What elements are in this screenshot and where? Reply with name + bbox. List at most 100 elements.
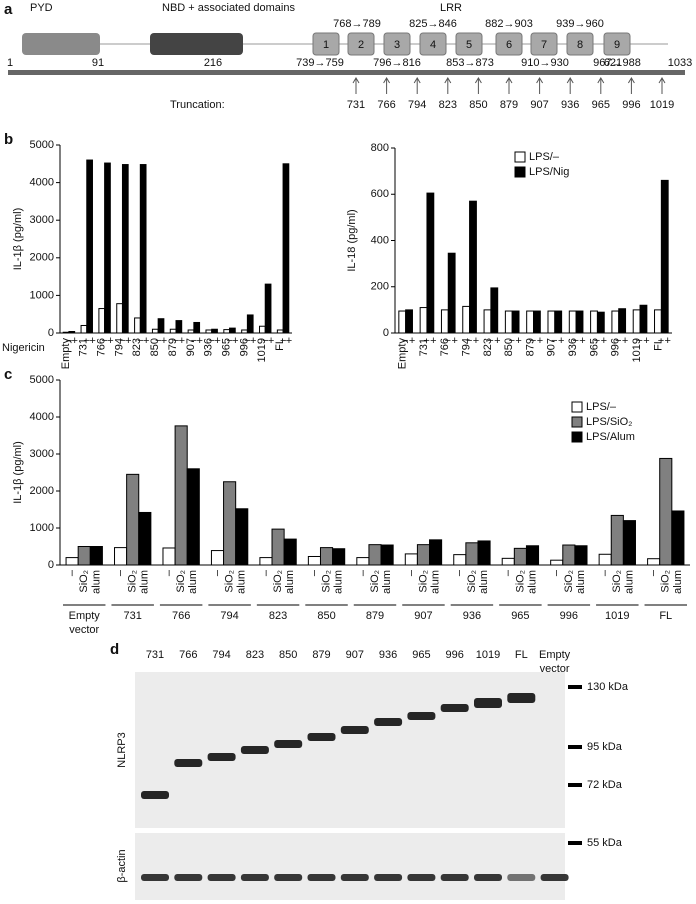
bar <box>259 325 266 334</box>
bar <box>68 330 76 334</box>
treatment-label: + <box>451 335 457 347</box>
arrow-head <box>566 77 574 84</box>
treatment-label: − <box>551 335 557 347</box>
bar <box>404 553 418 566</box>
x-tick-label: 907 <box>546 338 558 356</box>
treatment-label: + <box>473 335 479 347</box>
legend-label: LPS/– <box>586 401 617 413</box>
bar <box>501 557 515 566</box>
treatment-label: − <box>155 335 161 347</box>
lane-label: 766 <box>179 649 197 661</box>
y-tick-label: 0 <box>48 327 54 339</box>
bar <box>282 163 290 334</box>
lrr-repeat <box>419 32 447 56</box>
bar <box>483 309 492 334</box>
bar <box>139 164 147 334</box>
x-tick-label: 1019 <box>631 338 643 362</box>
treatment-label: + <box>143 335 149 347</box>
marker-label: 55 kDa <box>587 837 623 849</box>
x-tick-label: 965 <box>511 610 530 622</box>
x-tick-label: 823 <box>131 338 143 356</box>
truncation-site: 850 <box>469 99 487 111</box>
bar <box>241 329 248 334</box>
treatment-label: SiO₂ <box>660 570 672 593</box>
treatment-label: + <box>665 335 671 347</box>
x-tick-label-box: FL <box>659 610 672 622</box>
lrr-repeat <box>383 32 411 56</box>
bar <box>307 555 321 566</box>
bar <box>319 547 334 566</box>
lane-label: 850 <box>279 649 297 661</box>
repeat-label: 2 <box>358 39 364 51</box>
treatment-label: SiO₂ <box>272 570 284 593</box>
truncation-site: 1019 <box>650 99 674 111</box>
lrr-repeat <box>530 32 558 56</box>
x-tick-label: 794 <box>460 338 472 356</box>
treatment-label: − <box>445 335 451 347</box>
bar <box>465 542 479 566</box>
nlrp3-band <box>207 753 236 761</box>
x-tick-label: 879 <box>365 610 385 622</box>
actin-band <box>507 874 536 881</box>
treatment-label: – <box>599 569 611 576</box>
bar <box>62 331 70 334</box>
repeat-label: 9 <box>614 39 620 51</box>
x-tick-label: Empty vector <box>68 610 100 636</box>
repeat-label: 5 <box>466 39 472 51</box>
y-tick-label: 2000 <box>30 252 54 264</box>
legend-swatch <box>571 431 583 443</box>
position-label: 1 <box>7 57 13 69</box>
treatment-label: alum <box>284 570 296 594</box>
y-tick-label: 4000 <box>30 411 54 423</box>
domain-label: LRR <box>440 2 462 14</box>
treatment-label: − <box>191 335 197 347</box>
bar <box>368 544 382 566</box>
x-tick-label: 965 <box>588 338 600 356</box>
actin-band <box>340 874 369 881</box>
x-tick-label: 907 <box>414 610 433 622</box>
x-tick-label: 794 <box>113 338 125 356</box>
bar <box>246 314 254 334</box>
treatment-label: – <box>211 569 223 576</box>
marker-label: 130 kDa <box>587 681 629 693</box>
treatment-label: SiO₂ <box>417 570 429 593</box>
actin-band <box>240 874 269 881</box>
x-tick-label: 907 <box>185 338 197 356</box>
x-tick-label: 936 <box>203 338 215 356</box>
bar <box>121 164 129 334</box>
bar <box>647 558 661 566</box>
y-tick-label: 1000 <box>30 289 54 301</box>
treatment-label: + <box>494 335 500 347</box>
y-axis-label: IL-18 (pg/ml) <box>346 209 358 271</box>
bar <box>596 311 605 334</box>
bar <box>610 514 624 566</box>
x-tick-label-box: 879 <box>365 610 385 622</box>
treatment-label: alum <box>187 570 199 594</box>
arrow-head <box>597 77 605 84</box>
bar <box>223 329 231 334</box>
treatment-label: alum <box>623 570 635 594</box>
x-tick-label: 1019 <box>256 338 268 362</box>
treatment-label: – <box>454 569 466 576</box>
arrow-head <box>505 77 513 84</box>
nlrp3-band <box>374 718 403 726</box>
x-tick-label: 996 <box>559 610 579 622</box>
treatment-label: + <box>107 335 113 347</box>
treatment-label: – <box>114 569 126 576</box>
treatment-label: − <box>530 335 536 347</box>
x-tick-label-box: 766 <box>172 610 190 622</box>
treatment-label: + <box>250 335 256 347</box>
legend-label: LPS/Alum <box>586 431 635 443</box>
repeat-label: 6 <box>506 39 512 51</box>
y-axis-label: IL-1β (pg/ml) <box>12 208 24 271</box>
actin-band <box>374 874 403 881</box>
treatment-label: + <box>196 335 202 347</box>
actin-band <box>440 874 469 881</box>
x-tick-label-box: 1019 <box>605 610 629 622</box>
range-label: 910→930 <box>521 57 569 69</box>
treatment-label: alum <box>333 570 345 594</box>
treatment-label: − <box>636 335 642 347</box>
x-tick-label-box: 850 <box>317 610 335 622</box>
treatment-label: − <box>102 335 108 347</box>
